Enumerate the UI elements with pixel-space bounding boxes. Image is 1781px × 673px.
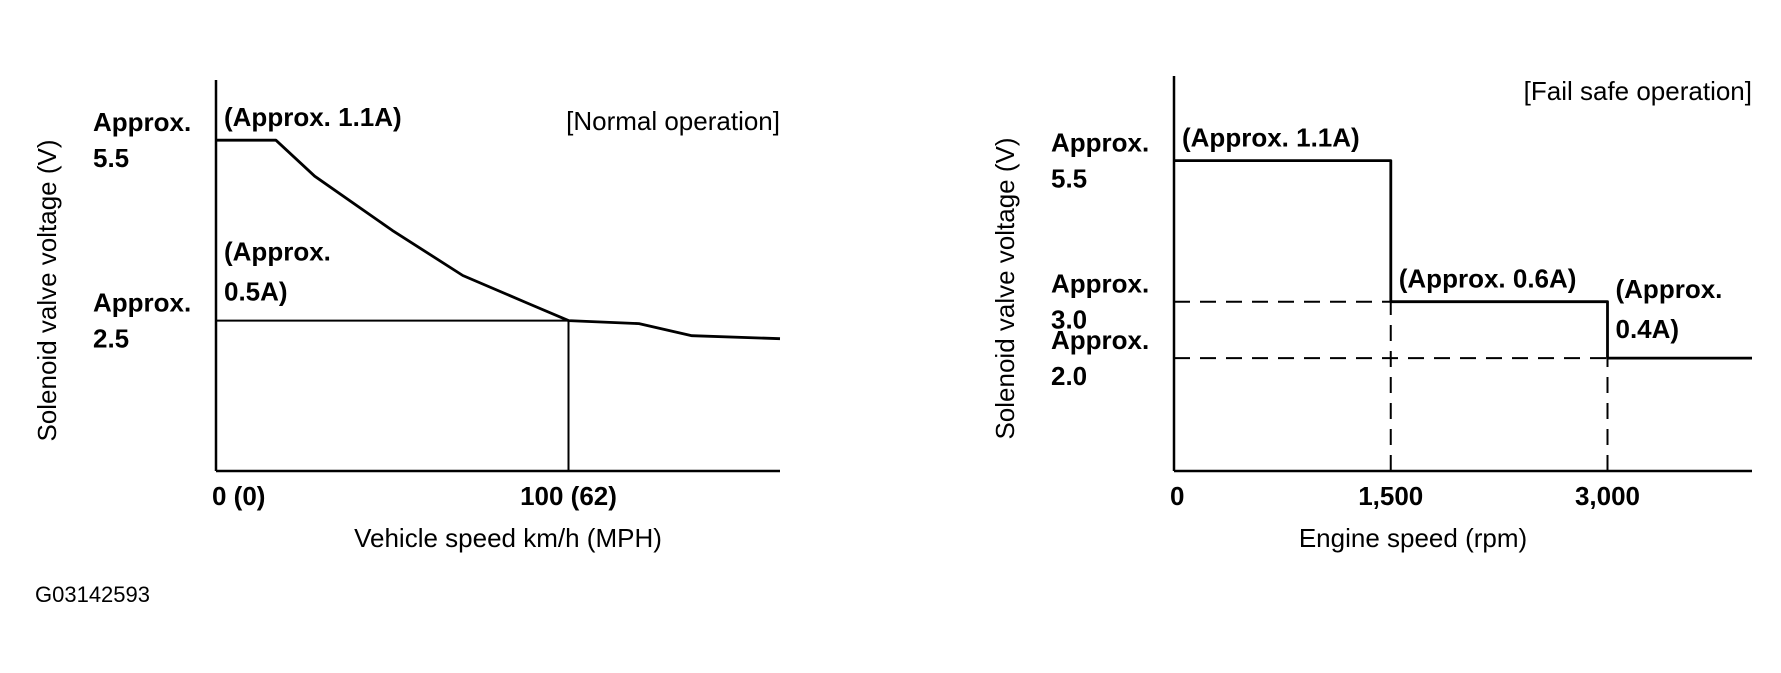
chart2-y-tick-label-2-line1: Approx. <box>1051 269 1149 299</box>
chart2-x-tick-label-2: 1,500 <box>1358 481 1423 511</box>
chart1-x-axis-label: Vehicle speed km/h (MPH) <box>354 523 662 553</box>
chart1-series-line <box>216 138 781 341</box>
chart1-y-tick-label-1-line2: 5.5 <box>93 143 129 173</box>
chart1-y-tick-label-1-line1: Approx. <box>93 107 191 137</box>
chart1-annotation-2-line2: 0.5A) <box>224 277 288 307</box>
chart2-annotation-1: (Approx. 1.1A) <box>1182 123 1360 153</box>
chart2-y-tick-label-1-line1: Approx. <box>1051 128 1149 158</box>
chart2-annotation-3-line2: 0.4A) <box>1616 314 1680 344</box>
chart1-y-tick-label-2-line2: 2.5 <box>93 324 129 354</box>
chart2-x-tick-label-1: 0 <box>1170 481 1184 511</box>
chart2-y-tick-label-3-line1: Approx. <box>1051 325 1149 355</box>
chart2-annotation-2: (Approx. 0.6A) <box>1399 264 1577 294</box>
chart2-x-tick-label-3: 3,000 <box>1575 481 1640 511</box>
chart2-x-axis-label: Engine speed (rpm) <box>1299 523 1527 553</box>
chart1-annotation-1: (Approx. 1.1A) <box>224 102 402 132</box>
chart2-title: [Fail safe operation] <box>1524 76 1752 106</box>
chart2-y-tick-label-3-line2: 2.0 <box>1051 361 1087 391</box>
chart1-annotation-2-line1: (Approx. <box>224 237 331 267</box>
chart1-title: [Normal operation] <box>566 106 780 136</box>
chart1-y-axis-label: Solenoid valve voltage (V) <box>32 139 62 441</box>
chart2-series-line <box>1174 159 1752 360</box>
figure-id: G03142593 <box>35 582 150 607</box>
chart1-x-tick-label-1: 0 (0) <box>212 481 265 511</box>
chart1-x-tick-label-2: 100 (62) <box>520 481 617 511</box>
chart2-annotation-3-line1: (Approx. <box>1616 274 1723 304</box>
chart2-y-tick-label-1-line2: 5.5 <box>1051 164 1087 194</box>
chart1-y-tick-label-2-line1: Approx. <box>93 288 191 318</box>
chart2-y-axis-label: Solenoid valve voltage (V) <box>990 137 1020 439</box>
chart2-y-tick-label-2-line2: 3.0 <box>1051 305 1087 335</box>
